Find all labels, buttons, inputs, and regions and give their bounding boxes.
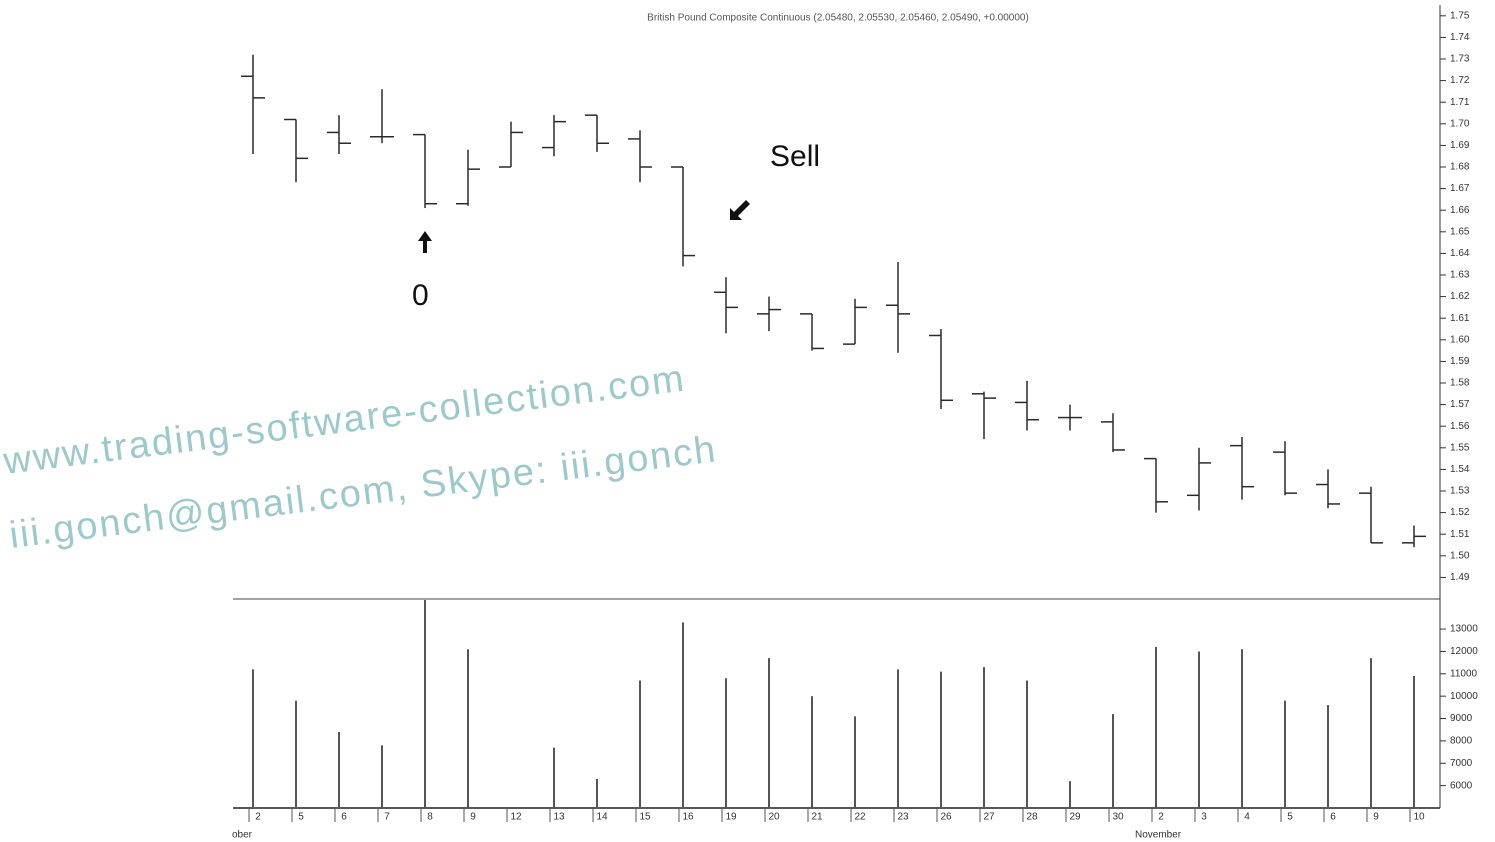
y-tick-label: 1.60 xyxy=(1450,334,1470,345)
x-tick-label: 16 xyxy=(682,812,694,823)
x-tick-label: 19 xyxy=(725,812,737,823)
down-arrow xyxy=(730,200,750,220)
y-tick-label: 1.75 xyxy=(1450,10,1470,21)
y-tick-label: 1.67 xyxy=(1450,183,1470,194)
month-label: ober xyxy=(232,830,253,841)
y-tick-label: 1.57 xyxy=(1450,399,1470,410)
x-tick-label: 28 xyxy=(1026,812,1038,823)
chart-title: British Pound Composite Continuous (2.05… xyxy=(647,13,1029,24)
x-tick-label: 21 xyxy=(811,812,823,823)
x-tick-label: 26 xyxy=(940,812,952,823)
y-tick-label: 7000 xyxy=(1450,758,1473,769)
y-tick-label: 1.53 xyxy=(1450,486,1470,497)
x-tick-label: 2 xyxy=(255,812,261,823)
y-tick-label: 10000 xyxy=(1450,691,1478,702)
y-tick-label: 1.50 xyxy=(1450,550,1470,561)
y-tick-label: 8000 xyxy=(1450,736,1473,747)
y-tick-label: 1.62 xyxy=(1450,291,1470,302)
y-tick-label: 1.74 xyxy=(1450,32,1470,43)
y-tick-label: 1.64 xyxy=(1450,248,1470,259)
y-tick-label: 1.51 xyxy=(1450,529,1470,540)
y-tick-label: 1.71 xyxy=(1450,97,1470,108)
y-tick-label: 12000 xyxy=(1450,646,1478,657)
x-tick-label: 2 xyxy=(1158,812,1164,823)
y-tick-label: 9000 xyxy=(1450,713,1473,724)
x-tick-label: 8 xyxy=(427,812,433,823)
x-tick-label: 6 xyxy=(1330,812,1336,823)
y-tick-label: 1.49 xyxy=(1450,572,1470,583)
y-tick-label: 1.61 xyxy=(1450,313,1470,324)
x-tick-label: 27 xyxy=(983,812,995,823)
x-tick-label: 29 xyxy=(1069,812,1081,823)
annotation: Sell xyxy=(770,140,820,173)
x-tick-label: 20 xyxy=(768,812,780,823)
y-tick-label: 1.58 xyxy=(1450,378,1470,389)
x-tick-label: 5 xyxy=(298,812,304,823)
y-tick-label: 1.68 xyxy=(1450,162,1470,173)
y-tick-label: 1.65 xyxy=(1450,226,1470,237)
x-tick-label: 9 xyxy=(1373,812,1379,823)
x-tick-label: 9 xyxy=(470,812,476,823)
y-tick-label: 1.73 xyxy=(1450,54,1470,65)
y-tick-label: 1.59 xyxy=(1450,356,1470,367)
y-tick-label: 1.63 xyxy=(1450,270,1470,281)
y-tick-label: 1.52 xyxy=(1450,507,1470,518)
x-tick-label: 5 xyxy=(1287,812,1293,823)
y-tick-label: 1.66 xyxy=(1450,205,1470,216)
y-tick-label: 1.69 xyxy=(1450,140,1470,151)
month-label: November xyxy=(1135,830,1182,841)
annotation: 0 xyxy=(412,279,429,312)
x-tick-label: 23 xyxy=(897,812,909,823)
x-tick-label: 13 xyxy=(553,812,565,823)
y-tick-label: 13000 xyxy=(1450,624,1478,635)
y-tick-label: 6000 xyxy=(1450,780,1473,791)
y-tick-label: 1.54 xyxy=(1450,464,1470,475)
x-tick-label: 10 xyxy=(1413,812,1425,823)
y-tick-label: 1.56 xyxy=(1450,421,1470,432)
x-tick-label: 4 xyxy=(1244,812,1250,823)
y-tick-label: 11000 xyxy=(1450,668,1478,679)
x-tick-label: 3 xyxy=(1201,812,1207,823)
x-tick-label: 6 xyxy=(341,812,347,823)
y-tick-label: 1.55 xyxy=(1450,442,1470,453)
x-tick-label: 15 xyxy=(639,812,651,823)
y-tick-label: 1.70 xyxy=(1450,118,1470,129)
x-tick-label: 7 xyxy=(384,812,390,823)
x-tick-label: 14 xyxy=(596,812,608,823)
y-tick-label: 1.72 xyxy=(1450,75,1470,86)
x-tick-label: 30 xyxy=(1112,812,1124,823)
x-tick-label: 12 xyxy=(510,812,522,823)
up-arrow xyxy=(418,231,432,253)
x-tick-label: 22 xyxy=(854,812,866,823)
